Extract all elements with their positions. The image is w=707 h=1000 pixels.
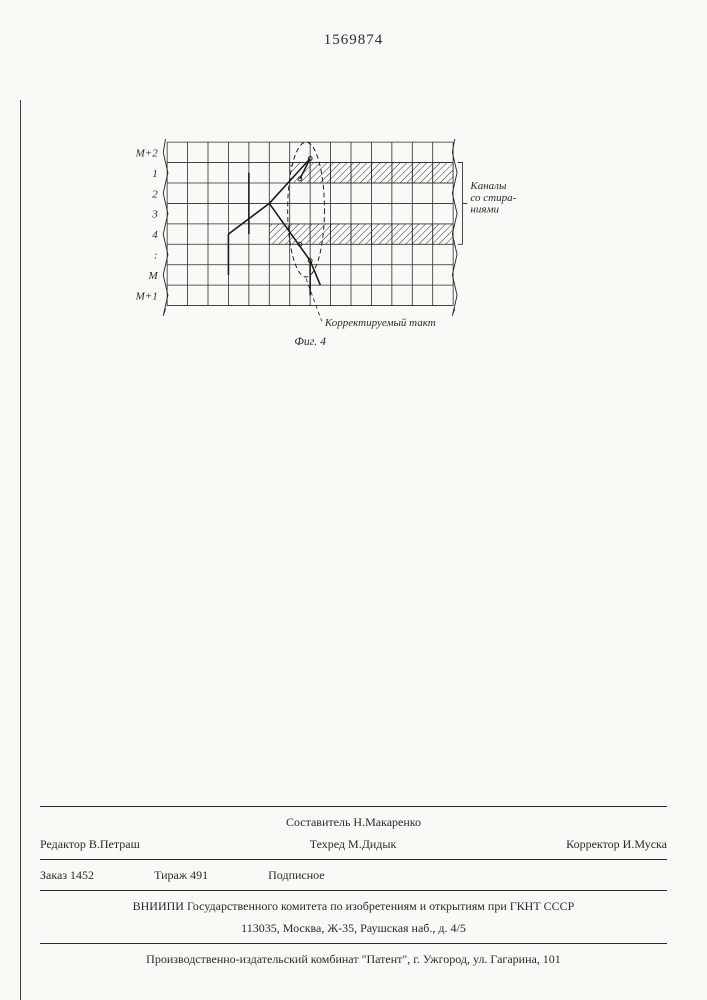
svg-text:M+2: M+2 bbox=[135, 147, 159, 159]
footer-colophon: Составитель Н.Макаренко Редактор В.Петра… bbox=[40, 802, 667, 970]
diagram-svg: M+2 1 2 3 4: M M+1 Каналысо стира-ниями Коррект… bbox=[120, 120, 560, 400]
svg-text::: : bbox=[154, 250, 158, 262]
diagram-fig4: M+2 1 2 3 4: M M+1 Каналысо стира-ниями Коррект… bbox=[120, 120, 560, 400]
address1-line: 113035, Москва, Ж-35, Раушская наб., д. … bbox=[40, 917, 667, 939]
svg-text:со стира-: со стира- bbox=[470, 192, 516, 204]
footer-rule-4 bbox=[40, 943, 667, 944]
svg-text:Корректируемый такт: Корректируемый такт bbox=[324, 317, 436, 329]
svg-text:Фиг. 4: Фиг. 4 bbox=[294, 335, 326, 348]
credits-row: Редактор В.Петраш Техред М.Дидык Коррект… bbox=[40, 833, 667, 855]
subscription: Подписное bbox=[268, 866, 325, 884]
footer-rule-2 bbox=[40, 859, 667, 860]
svg-text:2: 2 bbox=[152, 188, 158, 200]
page-root: 1569874 M+2 1 2 3 4: M M+1 Каналысо стира-ниям… bbox=[0, 0, 707, 1000]
editor-label: Редактор В.Петраш bbox=[40, 835, 140, 853]
annotations: Каналысо стира-ниями Корректируемый такт Ф… bbox=[294, 163, 516, 348]
order-number: Заказ 1452 bbox=[40, 866, 94, 884]
svg-text:M: M bbox=[148, 270, 159, 282]
svg-text:Каналы: Каналы bbox=[469, 180, 507, 192]
svg-text:ниями: ниями bbox=[470, 204, 499, 216]
corrector-label: Корректор И.Муска bbox=[566, 835, 667, 853]
document-number: 1569874 bbox=[324, 32, 384, 49]
left-margin-rule bbox=[20, 100, 21, 1000]
order-row: Заказ 1452 Тираж 491 Подписное bbox=[40, 864, 667, 886]
svg-text:3: 3 bbox=[151, 209, 158, 221]
circulation: Тираж 491 bbox=[154, 866, 208, 884]
svg-text:1: 1 bbox=[152, 168, 158, 180]
address2-line: Производственно-издательский комбинат "П… bbox=[40, 948, 667, 970]
techred-label: Техред М.Дидык bbox=[310, 835, 397, 853]
compiler-line: Составитель Н.Макаренко bbox=[40, 811, 667, 833]
footer-rule-1 bbox=[40, 806, 667, 807]
org-line: ВНИИПИ Государственного комитета по изоб… bbox=[40, 895, 667, 917]
row-labels: M+2 1 2 3 4: M M+1 bbox=[135, 147, 159, 302]
footer-rule-3 bbox=[40, 890, 667, 891]
svg-text:M+1: M+1 bbox=[135, 290, 158, 302]
svg-text:4: 4 bbox=[152, 229, 158, 241]
